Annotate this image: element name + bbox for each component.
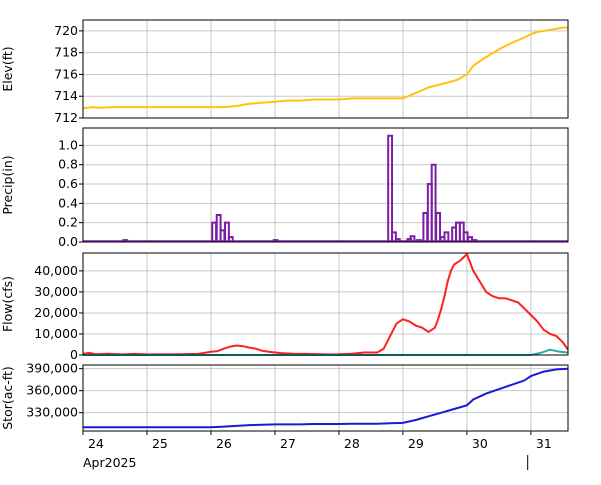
- y-axis-title: Elev(ft): [0, 46, 15, 91]
- x-tick-label: 28: [344, 436, 360, 451]
- plot-frame: [82, 252, 569, 356]
- y-tick-label: 0.4: [58, 195, 78, 210]
- series-line-1: [82, 252, 569, 356]
- x-axis-month-label: Apr2025: [83, 455, 136, 470]
- y-tick-label: 330,000: [26, 405, 78, 420]
- precip-bar: [435, 212, 442, 242]
- precip-bar: [387, 134, 394, 242]
- panel-1: 712 714 716 718 720 Elev(ft): [0, 19, 569, 125]
- y-tick-label: 0: [70, 347, 78, 362]
- y-tick-label: 0.8: [58, 157, 78, 172]
- precip-bar: [215, 213, 222, 242]
- plot-area: [83, 253, 568, 355]
- precip-bar: [409, 235, 416, 242]
- precip-bar: [227, 236, 234, 242]
- plot-frame: [82, 19, 569, 119]
- y-tick-label: 0.6: [58, 176, 78, 191]
- y-tick-label: 0.0: [58, 234, 78, 249]
- precip-bar: [443, 231, 450, 242]
- y-tick-label: 720: [54, 23, 78, 38]
- plot-area: [83, 20, 568, 118]
- y-axis-title: Precip(in): [0, 155, 15, 214]
- plot-frame: [82, 127, 569, 243]
- plot-frame: [82, 364, 569, 432]
- y-tick-label: 40,000: [34, 263, 78, 278]
- series-line-1: [83, 367, 569, 429]
- precip-bar: [391, 231, 397, 242]
- precip-bar: [224, 221, 230, 242]
- y-tick-label: 714: [54, 88, 78, 103]
- y-tick-label: 390,000: [26, 361, 78, 376]
- y-tick-label: 716: [54, 66, 78, 81]
- x-tick-label: 27: [280, 436, 296, 451]
- panel-4: 330,000 360,000 390,000 Stor(ac-ft): [0, 361, 569, 432]
- series-line-1: [82, 26, 568, 110]
- x-tick-label: 24: [88, 436, 104, 451]
- x-tick-label: 25: [152, 436, 168, 451]
- y-tick-label: 360,000: [26, 383, 78, 398]
- y-tick-label: 718: [54, 45, 78, 60]
- y-tick-label: 0.2: [58, 215, 78, 230]
- y-tick-label: 30,000: [34, 284, 78, 299]
- x-tick-label: 30: [472, 436, 488, 451]
- x-tick-label: 29: [408, 436, 424, 451]
- panel-3: 0 10,000 20,000 30,000 40,000 Flow(cfs): [0, 252, 569, 362]
- y-tick-label: 1.0: [58, 137, 78, 152]
- y-tick-label: 10,000: [34, 326, 78, 341]
- precip-bar: [430, 163, 437, 242]
- y-tick-label: 712: [54, 110, 78, 125]
- y-tick-label: 20,000: [34, 305, 78, 320]
- y-axis-title: Flow(cfs): [0, 276, 15, 332]
- x-tick-label: 31: [536, 436, 552, 451]
- plot-area: [83, 365, 568, 431]
- panel-2: 0.0 0.2 0.4 0.6 0.8 1.0 Precip(in): [0, 127, 569, 249]
- x-tick-label: 26: [216, 436, 232, 451]
- y-axis-title: Stor(ac-ft): [0, 366, 15, 430]
